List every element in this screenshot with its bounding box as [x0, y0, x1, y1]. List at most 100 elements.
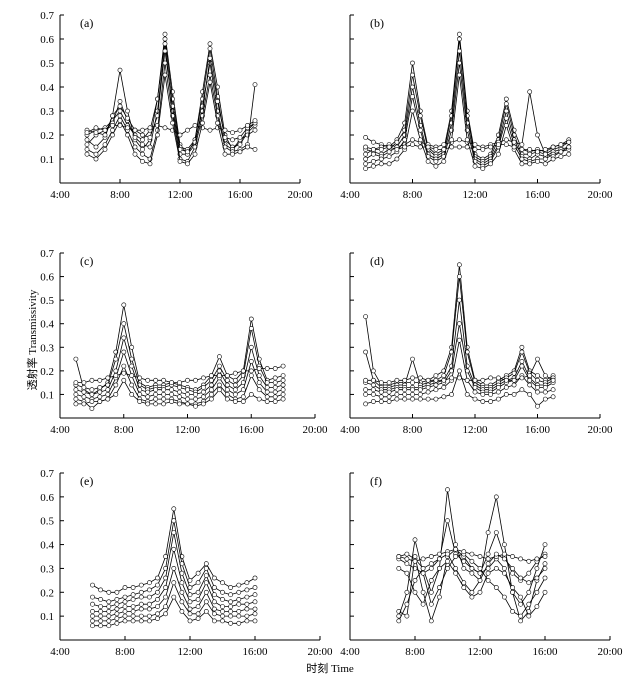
data-point	[503, 101, 509, 107]
data-point	[404, 556, 410, 562]
data-point	[363, 314, 368, 319]
data-point	[248, 368, 254, 374]
data-point	[224, 396, 230, 402]
data-point	[363, 377, 368, 383]
data-point	[130, 604, 136, 609]
data-point	[237, 127, 243, 133]
x-tick-label: 12:00	[175, 424, 201, 436]
data-point	[98, 618, 103, 624]
data-point	[93, 144, 99, 150]
data-point	[122, 618, 128, 624]
data-point	[81, 389, 87, 395]
data-point	[145, 401, 151, 407]
panel-label: (c)	[80, 254, 93, 268]
data-point	[177, 380, 182, 385]
data-point	[433, 396, 439, 402]
data-point	[177, 394, 182, 400]
data-point	[137, 399, 143, 404]
data-point	[535, 149, 540, 155]
data-point	[171, 580, 177, 586]
data-point	[394, 377, 400, 383]
data-point	[169, 387, 174, 393]
data-point	[441, 377, 447, 383]
data-point	[89, 387, 95, 393]
data-point	[378, 146, 384, 152]
data-point	[550, 377, 556, 383]
data-point	[171, 530, 177, 535]
data-point	[519, 358, 525, 364]
data-point	[207, 41, 213, 47]
x-tick-label: 20:00	[302, 424, 328, 436]
data-point	[456, 297, 462, 303]
data-point	[280, 391, 286, 397]
data-point	[129, 382, 135, 388]
data-point	[117, 108, 123, 114]
data-point	[519, 387, 525, 393]
data-point	[363, 134, 368, 140]
data-point	[203, 573, 209, 578]
data-point	[518, 618, 523, 624]
data-point	[511, 377, 517, 383]
data-point	[146, 587, 152, 593]
data-point	[370, 151, 376, 157]
data-point	[445, 518, 450, 524]
data-point	[428, 566, 434, 571]
data-point	[244, 587, 250, 593]
data-point	[252, 575, 258, 581]
data-point	[527, 391, 533, 397]
data-point	[228, 613, 233, 619]
data-point	[138, 594, 144, 600]
data-point	[203, 561, 209, 567]
data-point	[453, 566, 458, 571]
data-point	[535, 377, 540, 383]
data-point	[207, 55, 213, 61]
data-point	[73, 391, 79, 397]
data-point	[155, 616, 160, 621]
data-point	[425, 389, 431, 395]
data-point	[232, 387, 238, 393]
data-point	[129, 363, 135, 369]
data-point	[195, 611, 201, 617]
data-point	[90, 594, 95, 600]
panel-0: 4:00 8:00 12:00 16:00 20:00 0.1 0.2 0.3 0.4 0.5 0.…	[40, 10, 313, 201]
data-point	[394, 387, 400, 393]
data-point	[280, 363, 286, 369]
data-point	[106, 589, 112, 595]
data-point	[187, 606, 193, 612]
data-point	[114, 611, 120, 617]
data-point	[272, 366, 278, 371]
data-point	[248, 344, 254, 350]
data-point	[140, 127, 145, 133]
data-point	[137, 375, 143, 381]
x-tick-label: 8:00	[115, 646, 135, 658]
data-point	[224, 377, 230, 383]
data-point	[162, 60, 168, 66]
data-point	[248, 358, 254, 364]
data-point	[404, 551, 410, 557]
data-point	[163, 594, 168, 600]
data-point	[410, 108, 415, 114]
data-point	[503, 142, 509, 147]
data-point	[236, 613, 242, 619]
data-point	[114, 620, 120, 626]
data-point	[472, 163, 478, 169]
data-point	[453, 570, 458, 576]
data-point	[511, 144, 517, 150]
data-point	[386, 394, 392, 400]
data-point	[146, 580, 152, 586]
y-tick-label: 0.5	[40, 295, 54, 307]
y-tick-label: 0.4	[40, 82, 54, 94]
data-point	[130, 597, 136, 602]
data-point	[89, 391, 95, 397]
data-point	[503, 108, 509, 114]
data-point	[410, 387, 415, 393]
data-point	[185, 127, 190, 133]
data-point	[402, 377, 408, 383]
data-point	[534, 604, 540, 609]
x-tick-label: 8:00	[403, 424, 423, 436]
x-tick-label: 16:00	[525, 424, 551, 436]
data-point	[236, 620, 242, 626]
data-point	[519, 146, 525, 152]
data-point	[425, 384, 431, 390]
data-point	[363, 349, 368, 355]
